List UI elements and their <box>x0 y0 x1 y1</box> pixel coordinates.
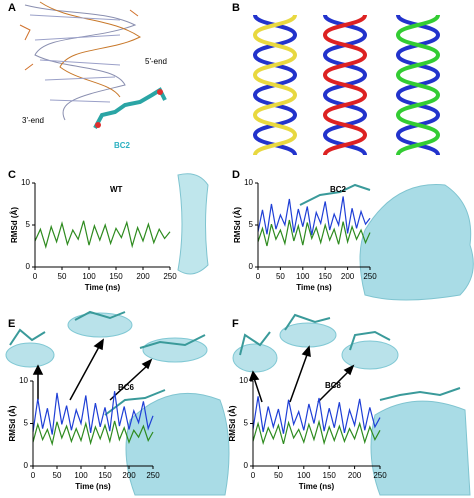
y-tick-label: 10 <box>21 178 30 187</box>
surface-c <box>177 173 209 275</box>
panel-label: D <box>232 169 240 181</box>
panel-label: B <box>232 2 240 14</box>
panel-label: E <box>8 318 15 330</box>
panel-label: F <box>232 318 239 330</box>
snapshots <box>5 312 399 373</box>
surface-f <box>370 400 471 496</box>
y-tick-label: 10 <box>19 376 28 385</box>
arrows <box>32 338 355 403</box>
panel-label: A <box>8 2 16 14</box>
x-tick-label: 150 <box>319 272 333 281</box>
x-tick-label: 0 <box>31 471 36 480</box>
label-5end: 5'-end <box>145 57 167 66</box>
atom <box>157 89 163 95</box>
x-tick-label: 250 <box>163 272 177 281</box>
x-tick-label: 100 <box>74 471 88 480</box>
x-tick-label: 200 <box>122 471 136 480</box>
label-ligand: BC2 <box>114 141 131 150</box>
helices-b <box>252 14 441 156</box>
x-tick-label: 0 <box>251 471 256 480</box>
x-tick-label: 200 <box>136 272 150 281</box>
y-tick-label: 0 <box>24 461 29 470</box>
panel-label: C <box>8 169 16 181</box>
annotation: BC8 <box>325 381 342 390</box>
x-tick-label: 100 <box>82 272 96 281</box>
rmsd-line <box>32 391 154 435</box>
y-axis-label: RMSd (Å) <box>228 405 237 441</box>
y-axis-label: RMSd (Å) <box>8 405 17 441</box>
y-tick-label: 0 <box>244 461 249 470</box>
annotation: BC2 <box>330 185 347 194</box>
x-tick-label: 200 <box>348 471 362 480</box>
label-3end: 3'-end <box>22 116 44 125</box>
rmsd-line <box>32 420 154 447</box>
y-axis-label: RMSd (Å) <box>233 207 242 243</box>
x-tick-label: 50 <box>276 272 285 281</box>
y-tick-label: 5 <box>244 419 249 428</box>
x-tick-label: 0 <box>256 272 261 281</box>
x-tick-label: 150 <box>98 471 112 480</box>
x-tick-label: 100 <box>297 471 311 480</box>
atom <box>95 122 101 128</box>
y-tick-label: 0 <box>26 262 31 271</box>
annotation: BC6 <box>118 383 135 392</box>
y-tick-label: 5 <box>26 220 31 229</box>
rmsd-line <box>257 219 371 247</box>
x-axis-label: Time (ns) <box>75 482 111 491</box>
x-axis-label: Time (ns) <box>299 482 335 491</box>
x-tick-label: 50 <box>274 471 283 480</box>
annotation: WT <box>110 185 123 194</box>
x-tick-label: 50 <box>58 272 67 281</box>
y-axis-label: RMSd (Å) <box>10 207 19 243</box>
rmsd-line <box>257 196 371 236</box>
rmsd-line <box>252 419 381 446</box>
x-tick-label: 100 <box>296 272 310 281</box>
y-tick-label: 5 <box>249 220 254 229</box>
x-axis-label: Time (ns) <box>85 283 121 292</box>
x-tick-label: 50 <box>53 471 62 480</box>
y-tick-label: 10 <box>244 178 253 187</box>
y-tick-label: 10 <box>239 376 248 385</box>
x-tick-label: 250 <box>146 471 160 480</box>
y-tick-label: 5 <box>24 419 29 428</box>
x-tick-label: 200 <box>341 272 355 281</box>
x-tick-label: 0 <box>33 272 38 281</box>
x-tick-label: 250 <box>373 471 387 480</box>
y-tick-label: 0 <box>249 262 254 271</box>
rmsd-line <box>252 396 381 434</box>
snapshot-ligands <box>9 183 461 416</box>
x-tick-label: 150 <box>323 471 337 480</box>
surface-d <box>359 184 474 301</box>
rmsd-line <box>34 220 171 250</box>
x-axis-label: Time (ns) <box>296 283 332 292</box>
ligand-a <box>93 87 167 129</box>
dna-model-a <box>19 1 141 121</box>
x-tick-label: 150 <box>109 272 123 281</box>
x-tick-label: 250 <box>363 272 377 281</box>
